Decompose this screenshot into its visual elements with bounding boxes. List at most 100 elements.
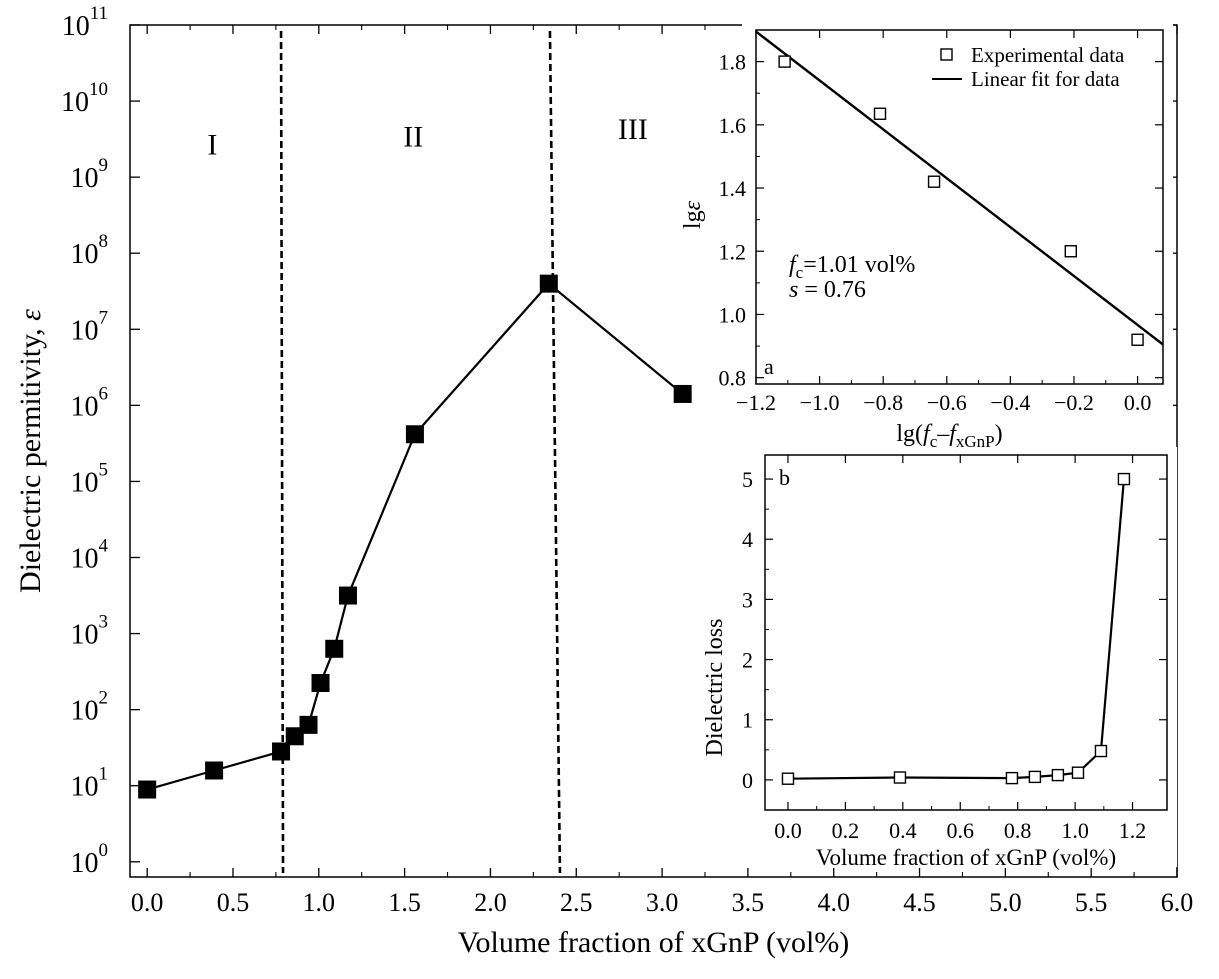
inset-a-x-tick-label: −0.4 [990, 390, 1030, 415]
annotation-s-symbol: s [789, 277, 798, 303]
series-line [146, 282, 684, 791]
annotation-s-value: = 0.76 [798, 277, 866, 303]
data-point [673, 384, 692, 403]
y-tick-base: 10 [61, 87, 89, 118]
inset-b-panel-label: b [779, 465, 790, 490]
y-tick-exponent: 10 [89, 79, 108, 100]
fit-line [755, 30, 1164, 346]
inset-a-x-tick-label: −0.2 [1054, 390, 1094, 415]
data-point [405, 425, 424, 444]
x-tick-label: 4.5 [903, 888, 936, 917]
inset-b-x-tick-label: 1.0 [1061, 818, 1089, 843]
y-tick-base: 10 [71, 315, 99, 346]
loss-point [1028, 770, 1042, 784]
inset-a-x-tick-label: 0.0 [1124, 390, 1152, 415]
data-point [272, 742, 291, 761]
inset-b-y-tick-label: 5 [742, 467, 753, 492]
inset-a-x-tick-label: −0.8 [863, 390, 903, 415]
loss-point [1071, 766, 1085, 779]
inset-a-x-tick-label: −1.2 [736, 390, 776, 415]
y-tick-label: 100 [71, 840, 109, 879]
inset-a-x-label-sub1: c [930, 432, 938, 451]
inset-a-y-label-eps: ε [680, 200, 706, 210]
y-tick-exponent: 2 [99, 688, 109, 709]
data-point [311, 674, 330, 693]
y-tick-label: 105 [71, 459, 109, 498]
data-point [325, 639, 344, 658]
x-tick-label: 5.5 [1075, 888, 1108, 917]
y-tick-exponent: 8 [99, 231, 109, 252]
data-point [539, 274, 558, 293]
inset-b-x-tick-label: 0.4 [889, 818, 917, 843]
y-tick-base: 10 [71, 391, 99, 422]
region-boundary [548, 30, 562, 874]
x-tick-label: 1.5 [388, 888, 421, 917]
inset-a-y-tick-label: 1.2 [719, 239, 747, 264]
y-tick-base: 10 [71, 544, 99, 575]
inset-b-x-tick-label: 0.6 [947, 818, 975, 843]
inset-b-y-tick-label: 2 [742, 648, 753, 673]
experimental-point [1131, 333, 1144, 346]
y-tick-base: 10 [71, 620, 99, 651]
y-tick-exponent: 11 [90, 3, 108, 24]
inset-b-x-tick-label: 0.8 [1004, 818, 1032, 843]
inset-a-y-tick-label: 1.6 [719, 113, 747, 138]
x-tick-label: 1.0 [303, 888, 336, 917]
y-tick-exponent: 7 [99, 307, 109, 328]
x-axis-label: Volume fraction of xGnP (vol%) [458, 926, 850, 959]
x-tick-label: 5.0 [989, 888, 1022, 917]
y-tick-exponent: 0 [99, 840, 109, 861]
y-tick-exponent: 5 [99, 459, 109, 480]
y-tick-label: 1010 [61, 79, 108, 118]
y-tick-base: 10 [71, 239, 99, 270]
inset-b-y-tick-label: 4 [742, 527, 753, 552]
inset-a-frame [755, 29, 1164, 385]
y-tick-exponent: 4 [99, 536, 109, 557]
region-label: III [618, 113, 648, 146]
legend-label-experimental: Experimental data [971, 43, 1125, 67]
experimental-point [873, 107, 887, 120]
x-tick-label: 3.0 [646, 888, 679, 917]
inset-b-x-tick-label: 0.2 [832, 818, 860, 843]
y-tick-base: 10 [71, 848, 99, 879]
x-tick-label: 2.0 [474, 888, 507, 917]
x-tick-label: 0.5 [217, 888, 250, 917]
y-tick-base: 10 [62, 11, 90, 42]
legend-label-fit: Linear fit for data [971, 67, 1120, 91]
inset-b-y-tick-label: 3 [742, 587, 753, 612]
loss-point [893, 771, 907, 784]
annotation-s: s = 0.76 [789, 277, 866, 303]
inset-a-y-tick-label: 1.4 [719, 176, 747, 201]
annotation-fc-value: =1.01 vol% [803, 252, 915, 278]
experimental-point [927, 175, 941, 188]
experimental-point [1064, 245, 1077, 258]
legend-marker-experimental [940, 48, 953, 61]
annotation-fc: fc=1.01 vol% [789, 252, 915, 282]
y-tick-label: 108 [71, 231, 109, 270]
inset-a-y-label-lg: lg [680, 210, 706, 229]
inset-a-x-label-sub2: xGnP [956, 432, 995, 451]
data-point [299, 715, 318, 734]
loss-point [1094, 744, 1108, 758]
inset-b-x-axis-label: Volume fraction of xGnP (vol%) [816, 845, 1116, 870]
main-chart: 0.0 0.5 1.0 1.5 2.0 2.5 3.0 3.5 4.0 4.5 5.0 5.5 6.0 1… [14, 3, 1193, 959]
y-tick-label: 107 [71, 307, 109, 346]
loss-point [1117, 472, 1131, 486]
data-point [285, 727, 304, 746]
y-tick-label: 104 [71, 536, 109, 575]
y-tick-base: 10 [71, 772, 99, 803]
y-tick-exponent: 3 [99, 612, 109, 633]
y-tick-base: 10 [71, 163, 99, 194]
y-tick-label: 109 [71, 155, 109, 194]
inset-a-y-tick-label: 1.0 [719, 302, 747, 327]
y-tick-label: 102 [71, 688, 109, 727]
inset-b-y-axis-label: Dielectric loss [702, 619, 728, 757]
inset-b-y-tick-label: 1 [742, 708, 753, 733]
y-tick-exponent: 9 [99, 155, 109, 176]
loss-point [1051, 768, 1065, 782]
y-tick-base: 10 [71, 467, 99, 498]
data-point [338, 586, 357, 605]
y-tick-exponent: 1 [99, 764, 109, 785]
y-axis-label-symbol: ε [14, 309, 47, 321]
